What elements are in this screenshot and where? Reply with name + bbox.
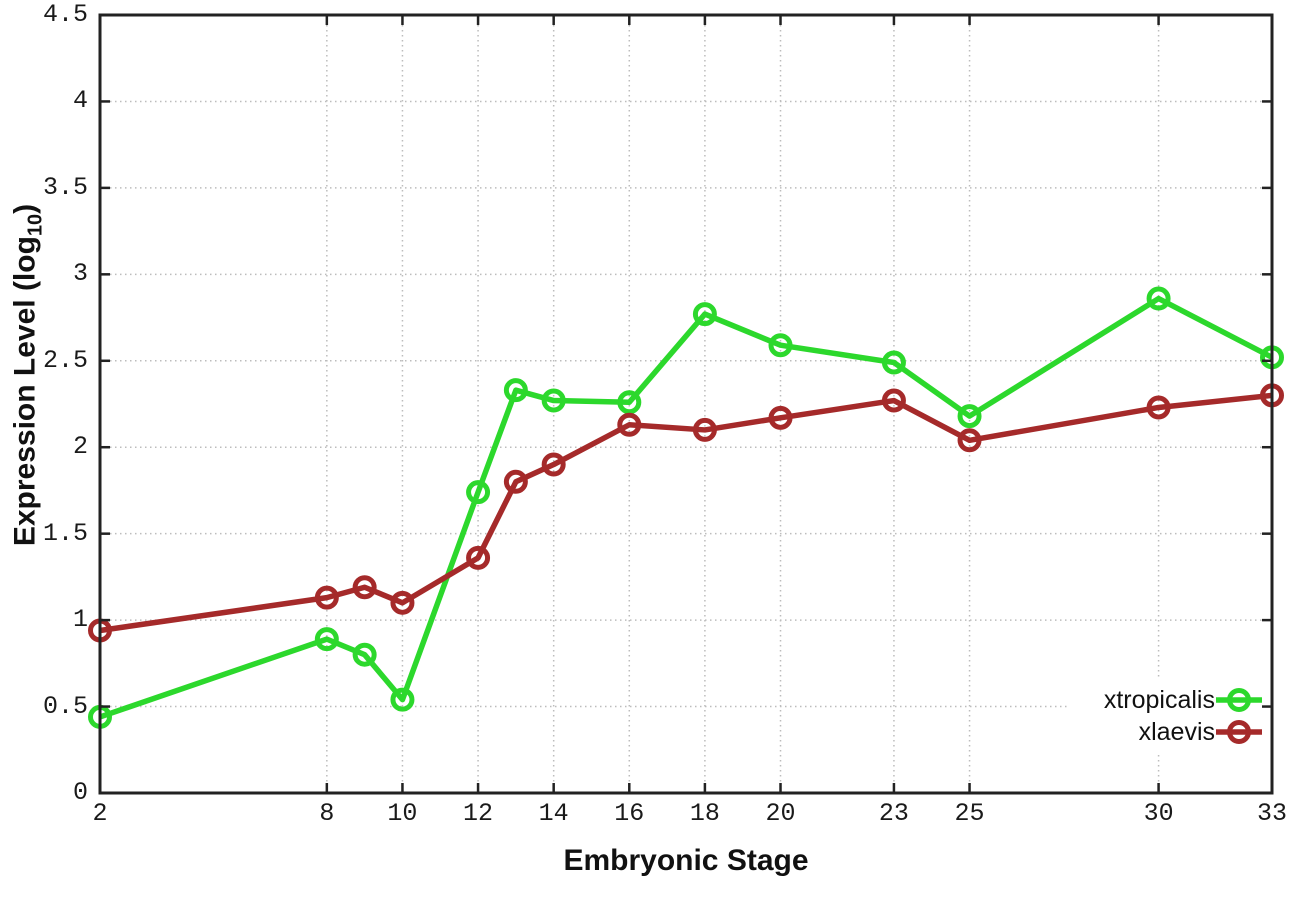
data-point-xlaevis [692, 417, 717, 442]
y-tick-label: 3 [72, 259, 88, 289]
data-point-xlaevis [768, 405, 793, 430]
data-point-xtropicalis [617, 390, 642, 415]
y-tick-label: 4 [72, 86, 88, 116]
legend-item-xtropicalis: xtropicalis [1103, 686, 1215, 714]
x-tick-label: 25 [954, 799, 985, 828]
y-tick-label: 1 [72, 605, 88, 635]
y-axis-title: Expression Level (log10) [9, 204, 48, 546]
data-point-xlaevis [1146, 395, 1171, 420]
y-tick-label: 2.5 [42, 345, 88, 375]
x-tick-label: 8 [319, 799, 335, 828]
y-tick-label: 1.5 [42, 518, 88, 548]
data-point-xtropicalis [692, 302, 717, 327]
x-axis-title: Embryonic Stage [563, 844, 809, 877]
data-point-xtropicalis [314, 627, 339, 652]
data-point-xtropicalis [352, 642, 377, 667]
y-axis-title-subscript: 10 [24, 213, 47, 237]
data-point-xtropicalis [881, 350, 906, 375]
y-tick-label: 0 [72, 778, 88, 807]
y-axis-title-text: Expression Level (log [8, 236, 42, 547]
x-tick-label: 2 [92, 799, 108, 828]
data-point-xtropicalis [466, 480, 491, 505]
data-point-xlaevis [617, 412, 642, 437]
series-xtropicalis [88, 286, 1284, 729]
data-point-xlaevis [957, 428, 982, 453]
border [98, 13, 1274, 795]
x-tick-label: 23 [878, 799, 909, 828]
data-point-xlaevis [352, 575, 377, 600]
data-point-xlaevis [390, 590, 415, 615]
data-point-xlaevis [314, 585, 339, 610]
y-axis-title-suffix: ) [8, 203, 42, 214]
series-xlaevis [88, 383, 1284, 643]
tick-marks [98, 13, 1274, 795]
data-point-xtropicalis [1146, 286, 1171, 311]
legend-marker-xlaevis [1227, 720, 1251, 744]
data-point-xtropicalis [503, 378, 528, 403]
data-point-xtropicalis [957, 404, 982, 429]
x-tick-label: 30 [1143, 799, 1174, 828]
x-tick-label: 33 [1256, 799, 1288, 828]
series-line-xlaevis [99, 392, 1273, 634]
legend-sample-xlaevis [1216, 720, 1262, 744]
x-tick-label: 14 [538, 799, 569, 828]
data-point-xtropicalis [541, 388, 566, 413]
legend-item-xlaevis: xlaevis [1138, 718, 1215, 746]
y-tick-label: 2 [72, 432, 88, 462]
plot-border [98, 13, 1274, 795]
data-point-xlaevis [503, 469, 528, 494]
x-tick-label: 16 [614, 799, 645, 828]
data-point-xlaevis [466, 545, 491, 570]
legend-marker-xtropicalis [1227, 688, 1251, 712]
x-tick-label: 18 [689, 799, 720, 828]
y-tick-label: 0.5 [42, 691, 88, 721]
legend-sample-xtropicalis [1216, 688, 1262, 712]
data-point-xlaevis [541, 452, 566, 477]
y-tick-label: 3.5 [42, 172, 88, 202]
grid [100, 15, 1272, 793]
x-tick-label: 10 [387, 799, 418, 828]
data-point-xtropicalis [768, 333, 793, 358]
x-tick-label: 20 [765, 799, 796, 828]
x-tick-label: 12 [463, 799, 494, 828]
y-tick-label: 4.5 [42, 0, 88, 29]
data-point-xtropicalis [390, 687, 415, 712]
data-point-xlaevis [881, 388, 906, 413]
